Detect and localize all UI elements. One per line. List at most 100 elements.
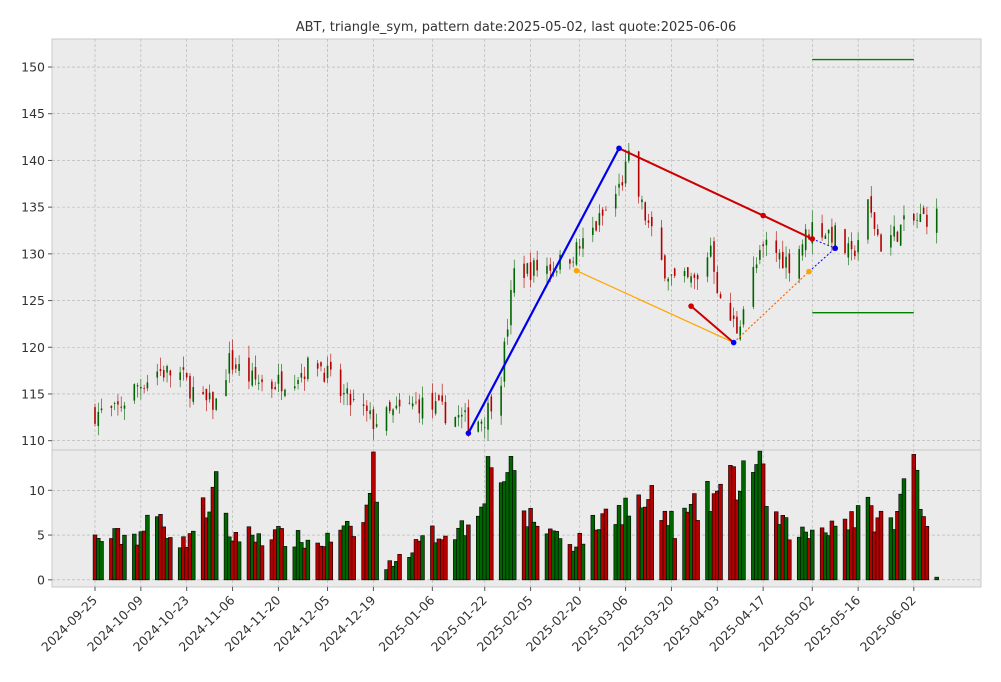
candle-body [136,385,139,387]
candle-body [231,350,234,370]
volume-bars [92,450,939,581]
candle-body [169,370,172,376]
candle-body [500,385,502,416]
candle-body [762,244,764,247]
candle-body [719,294,722,299]
candle-body [146,382,149,389]
candle-body [637,151,640,197]
candle-body [621,182,624,186]
candle-body [788,253,791,274]
volume-bar [580,543,586,581]
volume-bar [191,530,196,581]
candle-body [533,260,535,276]
volume-bar [855,505,861,581]
candle-body [215,398,217,410]
volume-bar [466,524,471,581]
volume-bar [649,485,654,581]
candle-body [362,404,365,406]
volume-y-tick-label: 0 [37,572,45,587]
candle-body [162,370,165,378]
candle-body [277,374,280,384]
price-y-tick-label: 135 [21,200,45,215]
candle-body [316,363,319,369]
candle-body [739,326,742,340]
candle-body [536,259,538,271]
volume-bar [397,554,402,581]
candle-body [821,223,823,238]
candle-body [123,405,126,409]
candle-body [798,249,800,279]
candle-body [569,259,571,264]
candle-body [546,265,548,274]
candle-body [592,227,594,236]
volume-bar [168,537,173,581]
candle-body [687,267,689,278]
candle-body [752,266,755,307]
candle-body [628,150,630,161]
candle-body [444,401,447,424]
price-y-tick-label: 150 [21,60,45,75]
candle-body [811,222,814,244]
candle-body [385,407,388,431]
volume-bar [934,576,939,581]
candle-body [683,271,686,277]
candle-body [251,370,254,386]
candle-body [729,302,732,321]
candle-body [582,238,584,249]
candle-body [605,209,607,211]
candle-body [100,408,103,411]
price-y-tick-label: 115 [21,386,45,401]
candle-body [212,391,214,410]
lower-support-line-extension [733,271,810,344]
volume-bar [259,545,265,581]
candle-body [867,199,869,240]
candle-body [713,241,715,272]
candle-body [431,392,434,410]
candle-body [572,261,574,263]
candle-body [461,414,463,417]
candle-body [326,365,329,379]
candle-body [556,271,558,273]
candle-body [228,353,231,374]
candle-body [644,202,647,221]
candle-body [696,275,699,280]
volume-bar [236,541,242,581]
candle-body [693,274,696,278]
candle-body [824,235,827,239]
candle-body [926,214,928,227]
candle-body [208,392,211,400]
candle-body [113,403,116,404]
candle-body [411,403,414,407]
candle-body [388,402,391,411]
candle-body [225,380,227,397]
candle-body [467,407,470,432]
pivot-dot [616,145,622,152]
candle-body [254,367,257,380]
candle-body [899,224,902,246]
volume-bar [672,538,677,581]
candle-body [935,208,938,233]
volume-bar [99,541,104,581]
candle-body [759,250,761,260]
candle-body [477,421,479,432]
candle-body [280,371,283,392]
candle-body [506,329,509,337]
candle-body [801,244,804,256]
candle-body [366,405,368,412]
candle-body [922,207,925,215]
candle-body [912,213,915,221]
candle-body [503,341,506,382]
lower-support-line [690,305,735,344]
pivot-dot [806,268,812,275]
candle-body [375,424,378,427]
candle-body [706,257,709,277]
volume-bar [764,506,769,581]
candle-body [415,401,417,403]
pivot-dot [688,303,694,309]
candle-body [732,315,735,319]
candle-body [487,402,489,430]
volume-bar [718,483,723,581]
candle-body [339,369,342,397]
candle-body [257,382,260,384]
